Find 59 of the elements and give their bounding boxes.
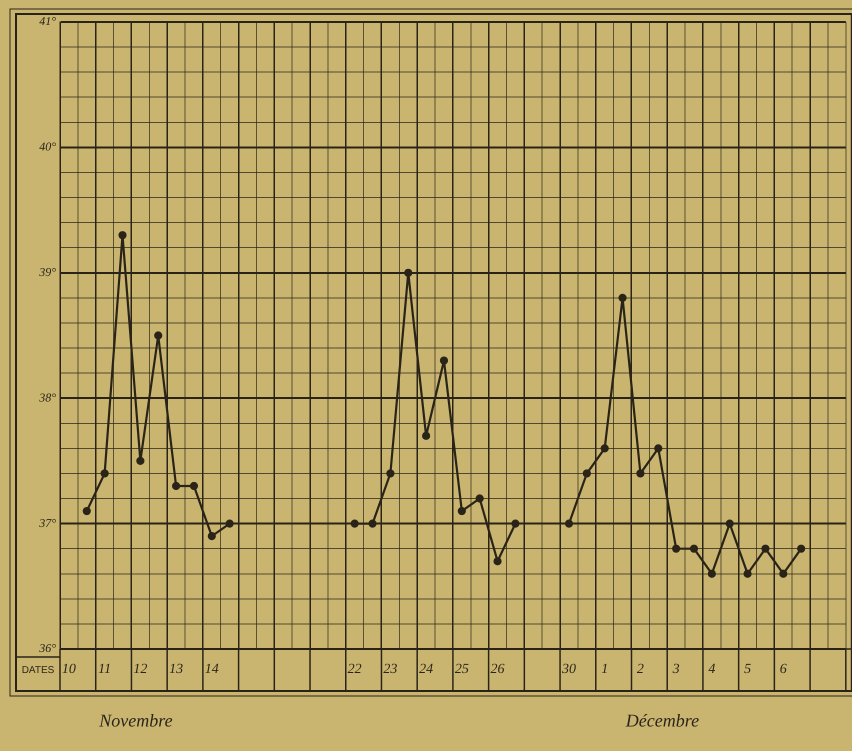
x-tick-label: 30	[560, 662, 576, 678]
x-tick-label: 1	[601, 662, 608, 678]
y-tick-label: 39°	[38, 264, 56, 279]
point	[636, 469, 645, 478]
point	[708, 570, 716, 578]
point	[600, 444, 609, 452]
point	[690, 544, 698, 553]
x-tick-label: 4	[708, 662, 716, 678]
point	[226, 520, 234, 528]
point	[654, 444, 662, 452]
point	[511, 520, 520, 528]
point	[672, 544, 680, 553]
x-tick-label: 14	[204, 662, 219, 678]
x-tick-label: 13	[169, 662, 184, 678]
point	[726, 520, 734, 528]
x-tick-label: 6	[780, 662, 787, 678]
y-tick-label: 40°	[39, 140, 56, 154]
point	[386, 469, 394, 478]
point	[190, 482, 198, 490]
point	[440, 356, 448, 365]
point	[82, 506, 91, 516]
point	[154, 331, 162, 340]
x-tick-label: 5	[744, 662, 752, 678]
point	[797, 544, 806, 553]
x-tick-label: 22	[348, 662, 362, 678]
x-tick-label: 11	[98, 662, 112, 678]
point	[582, 469, 591, 478]
x-tick-label: 10	[62, 662, 76, 678]
x-tick-label: 2	[636, 662, 644, 678]
point	[350, 520, 359, 528]
x-tick-label: 12	[133, 662, 148, 678]
x-axis-title: DATES	[22, 664, 55, 676]
point	[618, 294, 627, 302]
point	[458, 506, 466, 516]
point	[100, 469, 109, 478]
point	[564, 520, 574, 528]
y-tick-label: 38°	[38, 390, 56, 404]
text: Décembre	[624, 710, 700, 731]
point	[743, 570, 752, 578]
x-tick-label: 26	[490, 662, 505, 678]
x-tick-label: 24	[419, 662, 434, 678]
point	[118, 231, 127, 240]
point	[422, 432, 430, 440]
y-tick-label: 36°	[38, 641, 56, 656]
point	[493, 557, 502, 566]
x-tick-label: 23	[383, 662, 398, 678]
point	[368, 520, 377, 528]
text: Novembre	[98, 710, 173, 731]
point	[172, 482, 180, 490]
point	[761, 544, 770, 553]
point	[779, 570, 788, 578]
y-tick-label: 37°	[38, 516, 56, 530]
x-tick-label: 25	[454, 662, 469, 678]
x-tick-label: 3	[672, 662, 680, 678]
point	[476, 494, 484, 503]
point	[136, 456, 144, 465]
point	[208, 532, 216, 540]
y-tick-label: 41°	[39, 14, 56, 28]
point	[404, 268, 412, 277]
